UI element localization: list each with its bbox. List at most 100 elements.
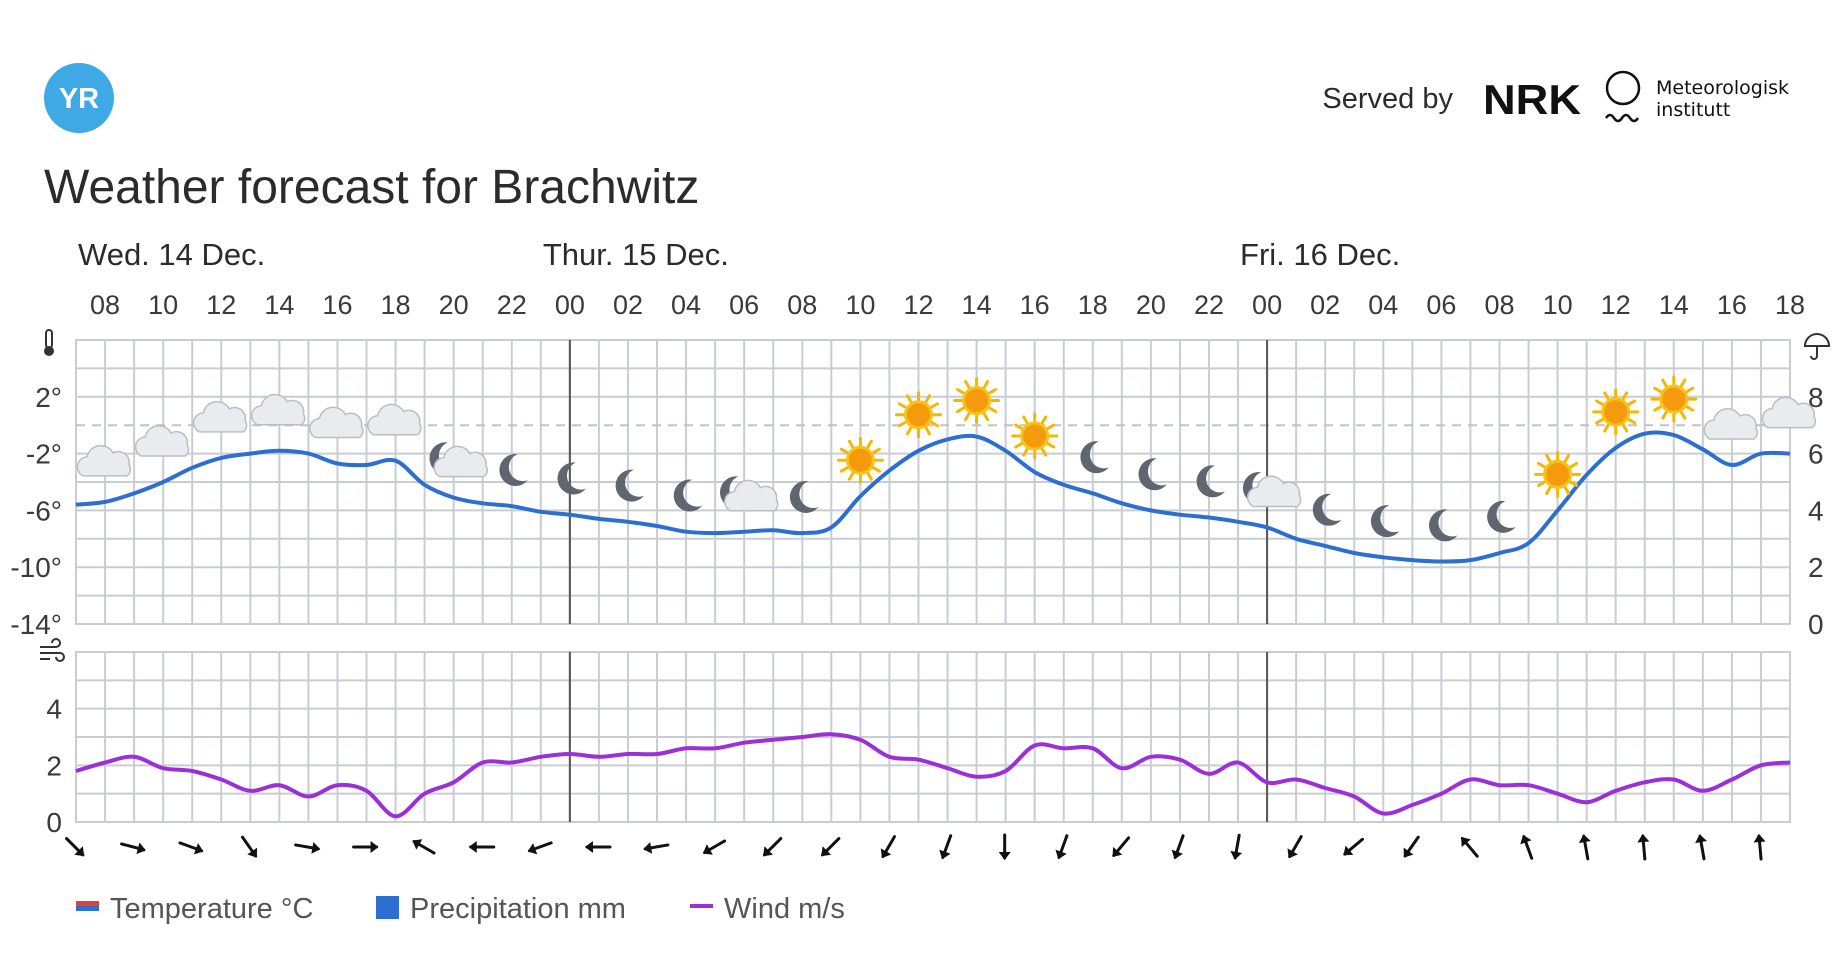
wind-arrow-icon bbox=[178, 841, 204, 855]
precipitation-swatch bbox=[376, 896, 399, 919]
wind-arrow-icon bbox=[1112, 836, 1131, 857]
wind-arrow-head bbox=[1461, 837, 1471, 848]
moon-icon bbox=[673, 479, 703, 512]
hour-label: 00 bbox=[555, 290, 585, 320]
hour-label: 18 bbox=[1775, 290, 1805, 320]
hour-label: 06 bbox=[1426, 290, 1456, 320]
sun-icon bbox=[1011, 412, 1059, 460]
sun-disc bbox=[962, 386, 992, 416]
hour-label: 04 bbox=[671, 290, 701, 320]
wind-arrow-icon bbox=[998, 833, 1011, 860]
hour-label: 22 bbox=[1194, 290, 1224, 320]
wind-arrow-head bbox=[1287, 848, 1298, 859]
legend-item[interactable]: Wind m/s bbox=[690, 893, 845, 925]
hour-label: 12 bbox=[903, 290, 933, 320]
sun-ray bbox=[924, 394, 931, 404]
legend: Temperature °C Precipitation mm Wind m/s bbox=[76, 893, 845, 925]
umbrella-icon bbox=[1803, 333, 1831, 360]
wind-arrow-head bbox=[998, 852, 1011, 860]
sun-ray bbox=[964, 412, 971, 422]
sun-disc bbox=[1601, 397, 1631, 427]
sun-ray bbox=[1014, 423, 1024, 431]
wind-arrow-head bbox=[1637, 834, 1650, 843]
legend-item[interactable]: Temperature °C bbox=[76, 893, 313, 925]
day-label: Fri. 16 Dec. bbox=[1240, 237, 1400, 272]
moon-icon bbox=[1370, 505, 1400, 538]
sun-ray bbox=[1022, 447, 1029, 457]
cloudy-icon bbox=[1761, 396, 1817, 429]
wind-arrow-icon bbox=[643, 841, 670, 854]
hour-label: 12 bbox=[206, 290, 236, 320]
sun-ray bbox=[924, 426, 931, 436]
wind-arrow-icon bbox=[1695, 834, 1707, 861]
temp-axis-label: -14° bbox=[10, 609, 62, 640]
precip-axis-label: 2 bbox=[1808, 552, 1824, 583]
wind-arrow-icon bbox=[527, 841, 553, 855]
served-by-label: Served by bbox=[1322, 83, 1453, 115]
hour-label: 14 bbox=[264, 290, 294, 320]
sun-ray bbox=[847, 439, 855, 449]
sun-ray bbox=[897, 402, 907, 409]
legend-item[interactable]: Precipitation mm bbox=[376, 893, 626, 925]
moon-icon bbox=[557, 462, 586, 495]
cloud-shape bbox=[76, 444, 132, 477]
sun-ray bbox=[1595, 399, 1605, 406]
hour-label: 20 bbox=[439, 290, 469, 320]
hour-label: 02 bbox=[1310, 290, 1340, 320]
moon-icon bbox=[789, 480, 819, 513]
page-title: Weather forecast for Brachwitz bbox=[44, 161, 699, 214]
wind-arrow-icon bbox=[352, 841, 379, 853]
legend-label: Precipitation mm bbox=[410, 893, 626, 925]
precip-axis-label: 0 bbox=[1808, 609, 1824, 640]
cloud-shape bbox=[250, 393, 306, 426]
cloudy-icon bbox=[250, 393, 306, 426]
hour-label: 00 bbox=[1252, 290, 1282, 320]
hour-label: 16 bbox=[1717, 290, 1747, 320]
met-logo-icon[interactable] bbox=[1604, 70, 1641, 123]
wind-arrow-head bbox=[136, 842, 146, 855]
sun-ray bbox=[956, 406, 966, 414]
sun-ray bbox=[1679, 378, 1687, 388]
wind-arrow-head bbox=[880, 848, 892, 859]
sun-ray bbox=[929, 402, 940, 409]
yr-logo[interactable] bbox=[44, 63, 114, 133]
sun-icon bbox=[1592, 388, 1640, 436]
moon-icon bbox=[1312, 493, 1342, 526]
cloudy-icon bbox=[192, 400, 248, 433]
sun-icon bbox=[1650, 375, 1698, 423]
sun-ray bbox=[1627, 399, 1637, 406]
sun-ray bbox=[1537, 461, 1547, 469]
header: YR Served by NRK Meteorologisk institutt… bbox=[44, 63, 1789, 214]
moon-shape bbox=[499, 453, 528, 486]
sun-ray bbox=[1022, 415, 1029, 425]
wind-arrow-head bbox=[939, 849, 951, 860]
sun-ray bbox=[1603, 423, 1610, 433]
moon-shape bbox=[1138, 458, 1167, 491]
wind-arrow-icon bbox=[468, 841, 496, 853]
legend-label: Temperature °C bbox=[110, 893, 313, 925]
sun-ray bbox=[1537, 480, 1547, 487]
night-partly-cloudy-icon bbox=[429, 442, 488, 478]
day-label: Thur. 15 Dec. bbox=[543, 237, 729, 272]
sun-ray bbox=[905, 426, 913, 436]
yr-logo-text: YR bbox=[59, 83, 99, 115]
wind-line bbox=[75, 732, 1791, 819]
legend-label: Wind m/s bbox=[724, 893, 845, 925]
partly-cloudy-icon bbox=[76, 444, 132, 477]
wind-arrow-head bbox=[74, 846, 85, 857]
wind-axis-label: 2 bbox=[46, 750, 62, 781]
sun-ray bbox=[1685, 386, 1695, 394]
nrk-logo[interactable]: NRK bbox=[1483, 76, 1581, 123]
cloud-shape bbox=[134, 425, 190, 457]
sun-ray bbox=[871, 447, 881, 455]
wind-arrow-icon bbox=[1055, 834, 1069, 860]
cloud-shape bbox=[1246, 475, 1302, 508]
temperature-line bbox=[75, 430, 1791, 564]
sun-ray bbox=[1545, 485, 1552, 495]
wind-icon bbox=[40, 638, 65, 662]
wind-arrow-head bbox=[311, 841, 321, 854]
wind-arrow-head bbox=[247, 847, 258, 858]
wind-arrow-head bbox=[1055, 849, 1067, 860]
